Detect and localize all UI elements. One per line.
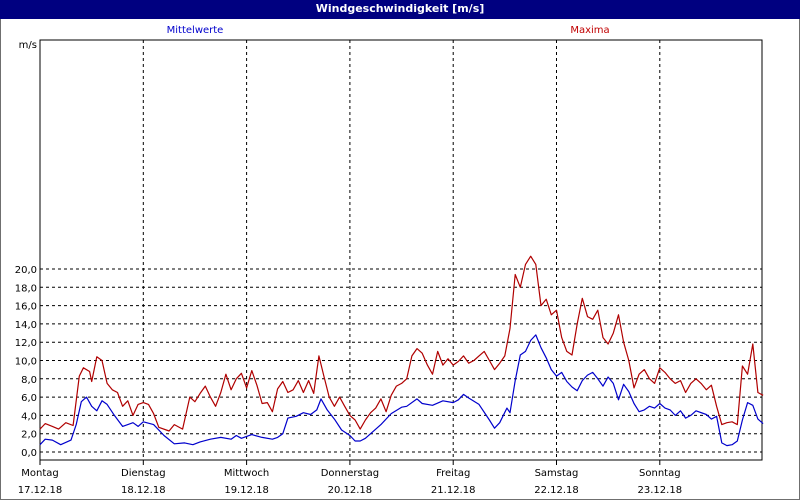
y-tick-label: 16,0	[15, 302, 37, 313]
x-tick-date: 17.12.18	[18, 485, 63, 496]
x-tick-date: 23.12.18	[638, 485, 683, 496]
y-tick-label: 8,0	[21, 375, 37, 386]
series-line-maxima	[39, 255, 764, 432]
x-tick-day: Montag	[21, 468, 58, 479]
legend-maxima: Maxima	[570, 25, 610, 36]
y-tick-label: 0,0	[21, 448, 37, 459]
x-tick-day: Sonntag	[639, 468, 681, 479]
y-tick-label: 4,0	[21, 411, 37, 422]
chart-title: Windgeschwindigkeit [m/s]	[0, 0, 800, 19]
y-tick-label: 18,0	[15, 283, 37, 294]
y-tick-label: 12,0	[15, 338, 37, 349]
legend-mittelwerte: Mittelwerte	[166, 25, 224, 36]
x-tick-day: Donnerstag	[321, 468, 379, 479]
y-tick-label: 2,0	[21, 430, 37, 441]
y-axis-label: m/s	[19, 40, 37, 51]
x-tick-date: 22.12.18	[534, 485, 579, 496]
x-tick-date: 18.12.18	[121, 485, 166, 496]
x-tick-day: Dienstag	[121, 468, 166, 479]
y-tick-label: 20,0	[15, 265, 37, 276]
x-tick-date: 21.12.18	[431, 485, 476, 496]
y-tick-label: 6,0	[21, 393, 37, 404]
y-tick-label: 14,0	[15, 320, 37, 331]
plot-area	[39, 39, 763, 461]
x-tick-day: Samstag	[535, 468, 579, 479]
x-tick-date: 19.12.18	[224, 485, 269, 496]
x-tick-day: Freitag	[436, 468, 470, 479]
series-line-mittelwerte	[39, 334, 764, 447]
x-tick-day: Mittwoch	[224, 468, 269, 479]
y-tick-label: 10,0	[15, 357, 37, 368]
x-tick-date: 20.12.18	[328, 485, 373, 496]
